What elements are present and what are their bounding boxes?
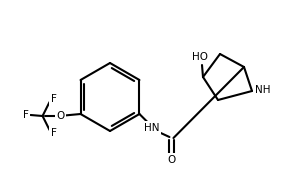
Text: NH: NH bbox=[255, 85, 271, 95]
Text: O: O bbox=[167, 155, 176, 165]
Text: F: F bbox=[51, 128, 57, 138]
Text: HN: HN bbox=[144, 123, 159, 133]
Text: F: F bbox=[23, 110, 28, 120]
Text: F: F bbox=[51, 94, 57, 104]
Text: O: O bbox=[57, 111, 65, 121]
Text: HO: HO bbox=[192, 52, 208, 62]
